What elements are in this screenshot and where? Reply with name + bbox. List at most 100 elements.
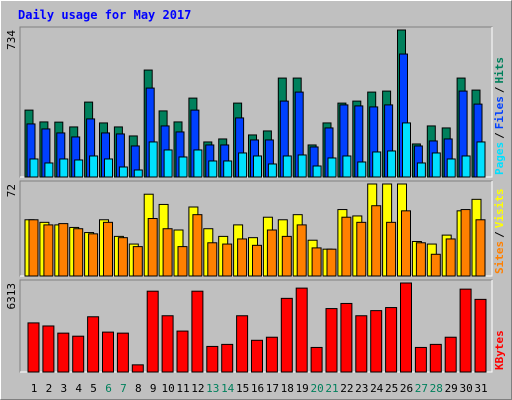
bar (430, 253, 441, 277)
bar (43, 224, 54, 277)
x-tick-label: 4 (75, 382, 82, 395)
bar (280, 297, 293, 373)
x-tick-label: 20 (310, 382, 323, 395)
legend: Sites / Visits (493, 189, 506, 275)
bar (370, 310, 383, 373)
bar (460, 209, 471, 277)
x-tick-label: 28 (430, 382, 443, 395)
x-tick-label: 31 (474, 382, 487, 395)
bar (237, 238, 248, 277)
bar (72, 335, 85, 373)
bar (415, 242, 426, 277)
bar (445, 238, 456, 277)
bar (146, 290, 159, 373)
x-tick-label: 7 (120, 382, 127, 395)
bar (207, 242, 218, 277)
bar (386, 221, 397, 277)
legend-separator: / (493, 86, 506, 93)
x-tick-label: 16 (251, 382, 264, 395)
bar (416, 162, 426, 178)
x-tick-label: 1 (31, 382, 38, 395)
bar (297, 154, 307, 178)
bar (147, 218, 158, 277)
bar (444, 336, 457, 373)
x-tick-label: 17 (266, 382, 279, 395)
bar (431, 152, 441, 178)
bar (103, 221, 113, 277)
x-tick-label: 24 (370, 382, 384, 395)
x-tick-label: 11 (176, 382, 189, 395)
x-tick-label: 12 (191, 382, 204, 395)
bar (223, 160, 233, 178)
x-tick-label: 15 (236, 382, 249, 395)
bar (131, 364, 144, 373)
legend-entry: KBytes (493, 330, 506, 370)
bar (162, 228, 173, 277)
bar (296, 224, 307, 277)
bar (42, 325, 55, 373)
bar (459, 288, 472, 373)
bar (28, 219, 39, 277)
bar (192, 214, 203, 277)
bar (402, 122, 411, 178)
bar (401, 210, 411, 277)
bar (58, 223, 69, 277)
y-tick-label: 6313 (5, 283, 18, 310)
bar (102, 331, 114, 373)
x-tick-label: 3 (60, 382, 67, 395)
bar (387, 150, 397, 178)
bar (341, 216, 352, 277)
bar (27, 322, 40, 373)
bar (282, 155, 292, 178)
bar (327, 157, 337, 178)
bar (325, 308, 338, 373)
x-tick-label: 13 (206, 382, 219, 395)
x-tick-label: 9 (150, 382, 157, 395)
bar (342, 155, 352, 178)
bar (311, 247, 322, 277)
bar (475, 219, 486, 277)
x-tick-label: 8 (135, 382, 142, 395)
y-tick-label: 734 (5, 30, 18, 50)
bar (385, 307, 398, 373)
bar (59, 158, 69, 178)
y-tick-label: 72 (5, 184, 18, 197)
x-tick-label: 22 (340, 382, 353, 395)
bar (253, 155, 262, 178)
x-tick-label: 14 (221, 382, 235, 395)
bar (206, 345, 219, 373)
x-tick-label: 27 (415, 382, 428, 395)
bar (340, 302, 353, 373)
bar (222, 243, 233, 277)
bar (326, 248, 337, 277)
bar (163, 149, 173, 178)
bar (87, 316, 100, 373)
bar (177, 246, 188, 277)
bar (414, 346, 427, 373)
chart-title: Daily usage for May 2017 (18, 8, 191, 22)
bar (400, 282, 412, 373)
bar (193, 149, 203, 178)
bar (265, 336, 278, 373)
legend-entry: Visits (493, 189, 506, 229)
x-tick-label: 30 (459, 382, 472, 395)
bar (116, 332, 129, 373)
bar (371, 205, 382, 277)
legend-separator: / (493, 132, 506, 139)
bar (295, 287, 308, 373)
x-tick-label: 5 (90, 382, 97, 395)
x-tick-label: 6 (105, 382, 112, 395)
x-tick-label: 26 (400, 382, 413, 395)
bar (133, 169, 143, 178)
legend-entry: Pages (493, 142, 506, 175)
bar (178, 156, 188, 178)
bar (429, 343, 442, 373)
x-tick-label: 19 (296, 382, 309, 395)
legend: KBytes (493, 330, 506, 370)
bar (252, 244, 262, 277)
bar (357, 161, 367, 178)
bar (73, 228, 84, 277)
x-tick-label: 18 (281, 382, 294, 395)
